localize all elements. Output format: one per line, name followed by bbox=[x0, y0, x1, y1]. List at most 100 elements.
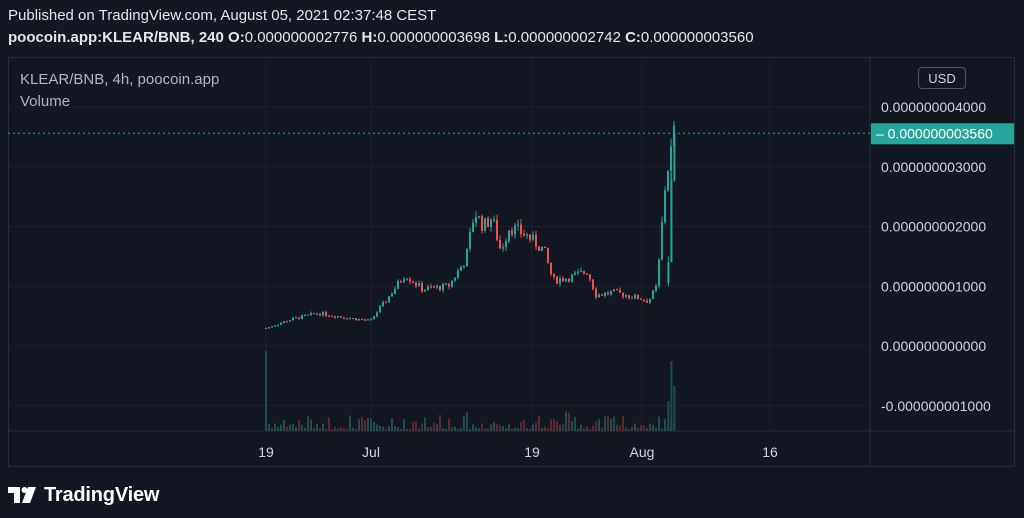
x-tick-label: 19 bbox=[258, 444, 274, 460]
low-label: L: bbox=[494, 29, 509, 46]
volume-bar bbox=[334, 426, 336, 431]
volume-bar bbox=[502, 426, 504, 431]
volume-bar bbox=[295, 426, 297, 431]
currency-button[interactable]: USD bbox=[918, 67, 966, 89]
y-tick-label: 0.000000003000 bbox=[881, 159, 986, 175]
candle-body bbox=[436, 285, 438, 288]
candle-body bbox=[280, 323, 282, 325]
volume-bar bbox=[277, 426, 279, 431]
candle-body bbox=[673, 133, 676, 181]
candle-body bbox=[556, 276, 558, 284]
candle-body bbox=[667, 171, 669, 191]
price-chart[interactable]: 0.000000004000 0.000000003000 0.0000000020… bbox=[8, 57, 1015, 467]
volume-bar bbox=[310, 419, 312, 431]
volume-bar bbox=[535, 422, 537, 431]
volume-bar bbox=[370, 418, 372, 431]
low-value: 0.000000002742 bbox=[508, 29, 621, 46]
volume-bar bbox=[346, 428, 348, 431]
volume-bar bbox=[400, 428, 402, 431]
candle-body bbox=[664, 190, 666, 223]
candle-body bbox=[544, 246, 546, 249]
candle-body bbox=[289, 320, 291, 322]
candle-body bbox=[358, 319, 360, 321]
close-value: 0.000000003560 bbox=[640, 29, 754, 46]
tradingview-logo[interactable]: TradingView bbox=[8, 482, 159, 508]
candle-body bbox=[307, 314, 309, 316]
volume-bar bbox=[439, 415, 441, 431]
candle-body bbox=[589, 274, 591, 280]
candle-body bbox=[475, 217, 477, 223]
volume-bar bbox=[526, 428, 528, 431]
candle-body bbox=[520, 224, 522, 235]
volume-bar bbox=[355, 428, 357, 431]
candle-body bbox=[649, 298, 651, 303]
chart-legend-title: KLEAR/BNB, 4h, poocoin.app bbox=[20, 71, 220, 88]
candle-body bbox=[439, 285, 441, 291]
volume-bar bbox=[505, 428, 507, 431]
candle-body bbox=[490, 219, 492, 227]
volume-bar bbox=[268, 424, 270, 431]
x-tick-label: 16 bbox=[762, 444, 778, 460]
volume-bar bbox=[391, 418, 393, 431]
volume-bar bbox=[577, 428, 579, 431]
volume-bar bbox=[364, 420, 366, 431]
candle-body bbox=[412, 281, 414, 283]
volume-bar bbox=[385, 428, 387, 431]
volume-bar bbox=[451, 427, 453, 431]
candle-body bbox=[433, 286, 435, 288]
volume-bar bbox=[655, 427, 657, 431]
candle-body bbox=[313, 313, 315, 315]
candle-body bbox=[571, 274, 573, 282]
volume-bar bbox=[340, 426, 342, 431]
candle-body bbox=[658, 259, 660, 286]
volume-bar bbox=[397, 427, 399, 431]
published-line: Published on TradingView.com, August 05,… bbox=[8, 7, 437, 24]
candle-body bbox=[277, 324, 279, 326]
candles bbox=[265, 120, 676, 330]
candle-body bbox=[442, 283, 444, 291]
candle-body bbox=[622, 292, 624, 297]
volume-bar bbox=[514, 427, 516, 431]
volume-bar bbox=[562, 423, 564, 431]
candle-body bbox=[574, 272, 576, 275]
volume-bar bbox=[424, 417, 426, 431]
volume-bar bbox=[427, 427, 429, 431]
volume-bar bbox=[616, 424, 618, 431]
volume-bar bbox=[598, 419, 600, 431]
candle-body bbox=[418, 283, 420, 286]
volume-bar bbox=[496, 423, 498, 431]
volume-bar bbox=[352, 427, 354, 431]
volume-bar bbox=[607, 415, 609, 431]
candle-body bbox=[343, 317, 345, 319]
symbol-label: poocoin.app:KLEAR/BNB, 240 bbox=[8, 29, 224, 46]
candle-body bbox=[376, 312, 378, 317]
candle-body bbox=[472, 222, 474, 233]
volume-bar bbox=[409, 428, 411, 431]
candle-body bbox=[463, 266, 465, 268]
volume-bar bbox=[649, 423, 651, 431]
candle-body bbox=[547, 248, 549, 263]
volume-bar bbox=[337, 428, 339, 431]
candle-body bbox=[268, 327, 270, 329]
volume-bar bbox=[286, 426, 288, 431]
candle-body bbox=[532, 234, 534, 240]
candle-body bbox=[526, 234, 528, 236]
volume-bar bbox=[274, 423, 276, 431]
volume-bar bbox=[550, 419, 552, 431]
candle-body bbox=[661, 222, 663, 260]
candle-body bbox=[292, 317, 294, 321]
candle-body bbox=[400, 281, 402, 283]
candle-body bbox=[493, 219, 495, 221]
candle-body bbox=[424, 289, 426, 292]
candle-body bbox=[283, 321, 285, 324]
volume-bar bbox=[442, 428, 444, 431]
volume-bar bbox=[538, 416, 540, 431]
volume-bar bbox=[661, 428, 663, 431]
candle-body bbox=[448, 283, 450, 287]
candle-body bbox=[295, 317, 297, 319]
volume-bar bbox=[658, 416, 660, 431]
candle-body bbox=[514, 225, 516, 235]
volume-bar bbox=[460, 427, 462, 431]
candle-body bbox=[394, 288, 396, 294]
candle-body bbox=[406, 279, 408, 281]
